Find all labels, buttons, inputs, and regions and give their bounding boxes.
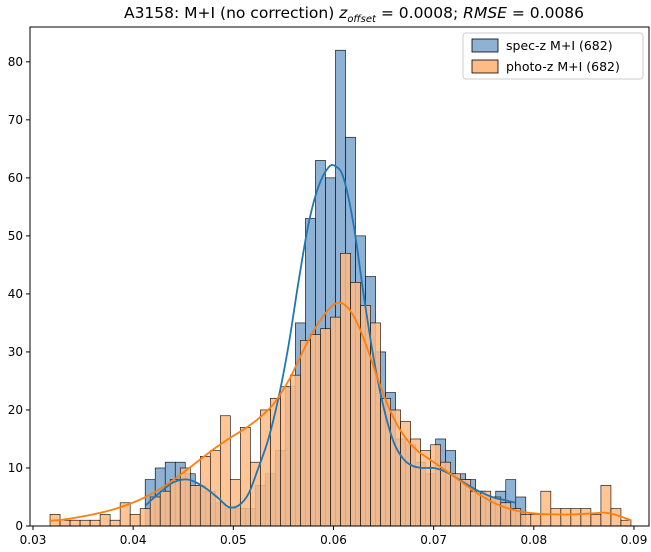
y-tick-label: 0 [15, 519, 23, 533]
photo-z-bar-51 [560, 508, 572, 527]
x-tick-label: 0.03 [20, 533, 47, 547]
photo-z-bar-57 [620, 519, 632, 527]
y-tick-label: 70 [8, 113, 23, 127]
photo-z-bar-21 [260, 409, 271, 527]
legend: spec-z M+I (682) photo-z M+I (682) [462, 32, 644, 80]
x-axis: 0.03 0.04 0.05 0.06 0.07 0.08 0.09 [20, 526, 648, 547]
y-tick-label: 30 [8, 345, 23, 359]
photo-z-bar-56 [610, 508, 622, 527]
axes-frame [29, 26, 650, 527]
photo-z-bar-14 [189, 485, 201, 527]
photo-z-bar-29 [340, 252, 351, 527]
photo-z-bar-53 [580, 508, 592, 527]
photo-z-bar-20 [250, 461, 261, 527]
photo-z-bar-47 [520, 514, 532, 527]
photo-z-bar-49 [540, 490, 552, 527]
photo-z-bar-13 [179, 467, 191, 527]
photo-z-bar-4 [89, 519, 101, 527]
photo-z-bar-2 [69, 519, 81, 527]
y-tick-label: 40 [8, 287, 23, 301]
photo-z-bars [49, 252, 632, 527]
x-tick-label: 0.08 [520, 533, 547, 547]
photo-z-bar-55 [600, 485, 612, 527]
y-tick-label: 20 [8, 403, 23, 417]
legend-swatch-spec-z [471, 38, 499, 53]
legend-box [462, 32, 644, 80]
photo-z-bar-50 [550, 508, 562, 527]
x-tick-label: 0.04 [120, 533, 147, 547]
x-tick-label: 0.07 [420, 533, 447, 547]
y-tick-label: 60 [8, 171, 23, 185]
photo-z-bar-24 [290, 374, 301, 527]
y-tick-label: 80 [8, 55, 23, 69]
photo-z-bar-9 [139, 508, 151, 527]
photo-z-bar-3 [79, 519, 91, 527]
photo-z-bar-38 [430, 444, 441, 527]
photo-z-bar-17 [220, 415, 231, 527]
photo-z-bar-28 [330, 316, 341, 527]
photo-z-bar-6 [109, 519, 121, 527]
photo-z-kde-line [49, 301, 632, 522]
photo-z-bar-23 [280, 386, 291, 527]
photo-z-bar-16 [209, 450, 221, 527]
photo-z-bar-27 [320, 328, 331, 527]
plot-area [49, 49, 632, 527]
photo-z-bar-48 [530, 514, 542, 527]
legend-swatch-photo-z [471, 59, 499, 74]
x-tick-label: 0.05 [220, 533, 247, 547]
photo-z-bar-1 [59, 519, 71, 527]
photo-z-bar-12 [169, 479, 181, 527]
legend-label-spec-z: spec-z M+I (682) [506, 38, 613, 53]
x-tick-label: 0.06 [320, 533, 347, 547]
photo-z-bar-11 [159, 490, 171, 527]
photo-z-bar-19 [240, 427, 251, 527]
photo-z-bar-5 [99, 514, 111, 527]
y-tick-label: 10 [8, 461, 23, 475]
spec-z-kde-line [144, 164, 516, 509]
photo-z-bar-10 [149, 496, 161, 527]
legend-label-photo-z: photo-z M+I (682) [506, 59, 620, 74]
photo-z-bar-37 [420, 450, 431, 527]
photo-z-bar-18 [230, 479, 241, 527]
photo-z-bar-54 [590, 514, 602, 527]
photo-z-bar-42 [470, 490, 482, 527]
photo-z-bar-40 [450, 473, 461, 527]
y-tick-label: 50 [8, 229, 23, 243]
photo-z-bar-52 [570, 508, 582, 527]
y-axis: 0 10 20 30 40 50 60 70 80 [8, 55, 30, 533]
x-tick-label: 0.09 [621, 533, 648, 547]
photo-z-bar-31 [360, 305, 371, 527]
photo-z-bar-26 [310, 334, 321, 527]
photo-z-bar-25 [300, 340, 311, 527]
chart-title: A3158: M+I (no correction) zoffset = 0.0… [124, 4, 584, 25]
photo-z-bar-8 [129, 514, 141, 527]
photo-z-bar-22 [270, 398, 281, 527]
